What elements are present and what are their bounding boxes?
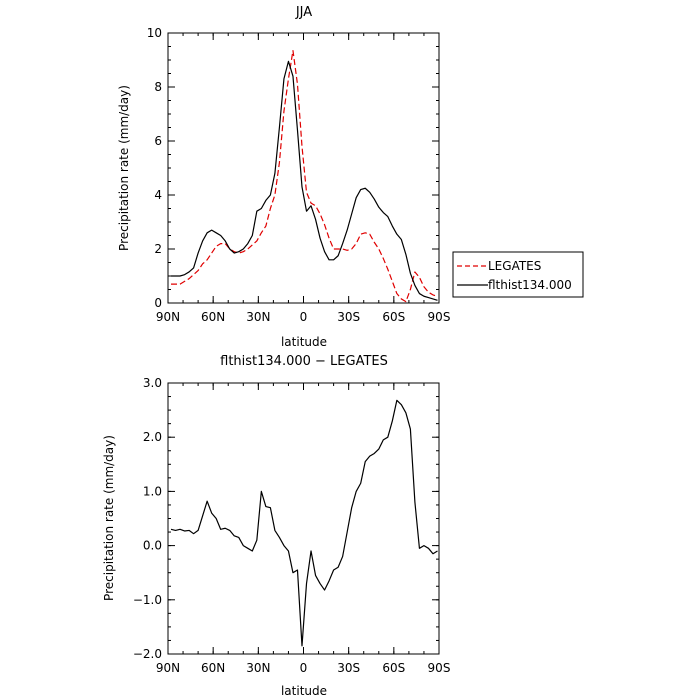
x-tick-label: 60N: [201, 310, 225, 324]
y-tick-label: 0.0: [143, 539, 162, 553]
x-tick-label: 0: [300, 661, 308, 675]
x-axis-label: latitude: [281, 335, 327, 349]
x-tick-label: 30N: [246, 310, 270, 324]
y-axis-label: Precipitation rate (mm/day): [117, 85, 131, 251]
panel-difference: flthist134.000 − LEGATES 90N 60N 30N 0 30S 60…: [102, 354, 450, 698]
y-tick-label: 3.0: [143, 376, 162, 390]
legend-box: [452, 251, 584, 298]
legend: LEGATES flthist134.000: [452, 251, 584, 298]
y-tick-label: 6: [154, 134, 162, 148]
x-tick-label: 60S: [382, 661, 405, 675]
legend-label-legates: LEGATES: [488, 259, 541, 273]
plot-area: [170, 399, 438, 647]
series-line-legates: [171, 49, 438, 303]
x-tick-label: 90S: [428, 661, 451, 675]
y-tick-label: −1.0: [133, 593, 162, 607]
x-tick-label: 90S: [428, 310, 451, 324]
legend-label-flthist: flthist134.000: [488, 278, 572, 292]
x-tick-label: 90N: [156, 310, 180, 324]
y-tick-label: −2.0: [133, 647, 162, 661]
y-tick-label: 2: [154, 242, 162, 256]
x-tick-label: 30S: [337, 310, 360, 324]
series-line-difference: [170, 399, 438, 647]
series-line-flthist134-000: [171, 60, 438, 301]
y-tick-label: 1.0: [143, 484, 162, 498]
y-tick-label: 10: [147, 26, 162, 40]
axes: 90N 60N 30N 0 30S 60S 90S −2.0 −1.0 0.0 1.0 2.0 3.0: [133, 376, 451, 675]
x-tick-label: 60S: [382, 310, 405, 324]
x-tick-label: 30S: [337, 661, 360, 675]
plot-frame: [167, 32, 440, 304]
y-axis-label: Precipitation rate (mm/day): [102, 435, 116, 601]
chart-title: flthist134.000 − LEGATES: [220, 354, 388, 369]
axes: 90N 60N 30N 0 30S 60S 90S 0 2 4 6 8 10: [147, 26, 451, 324]
x-tick-label: 30N: [246, 661, 270, 675]
y-tick-label: 0: [154, 296, 162, 310]
y-tick-label: 2.0: [143, 430, 162, 444]
plot-frame: [167, 382, 440, 655]
x-tick-label: 60N: [201, 661, 225, 675]
x-tick-label: 0: [300, 310, 308, 324]
x-axis-label: latitude: [281, 684, 327, 698]
y-tick-label: 8: [154, 80, 162, 94]
chart-title: JJA: [295, 5, 312, 20]
y-tick-label: 4: [154, 188, 162, 202]
x-tick-label: 90N: [156, 661, 180, 675]
plot-area: [171, 49, 438, 303]
